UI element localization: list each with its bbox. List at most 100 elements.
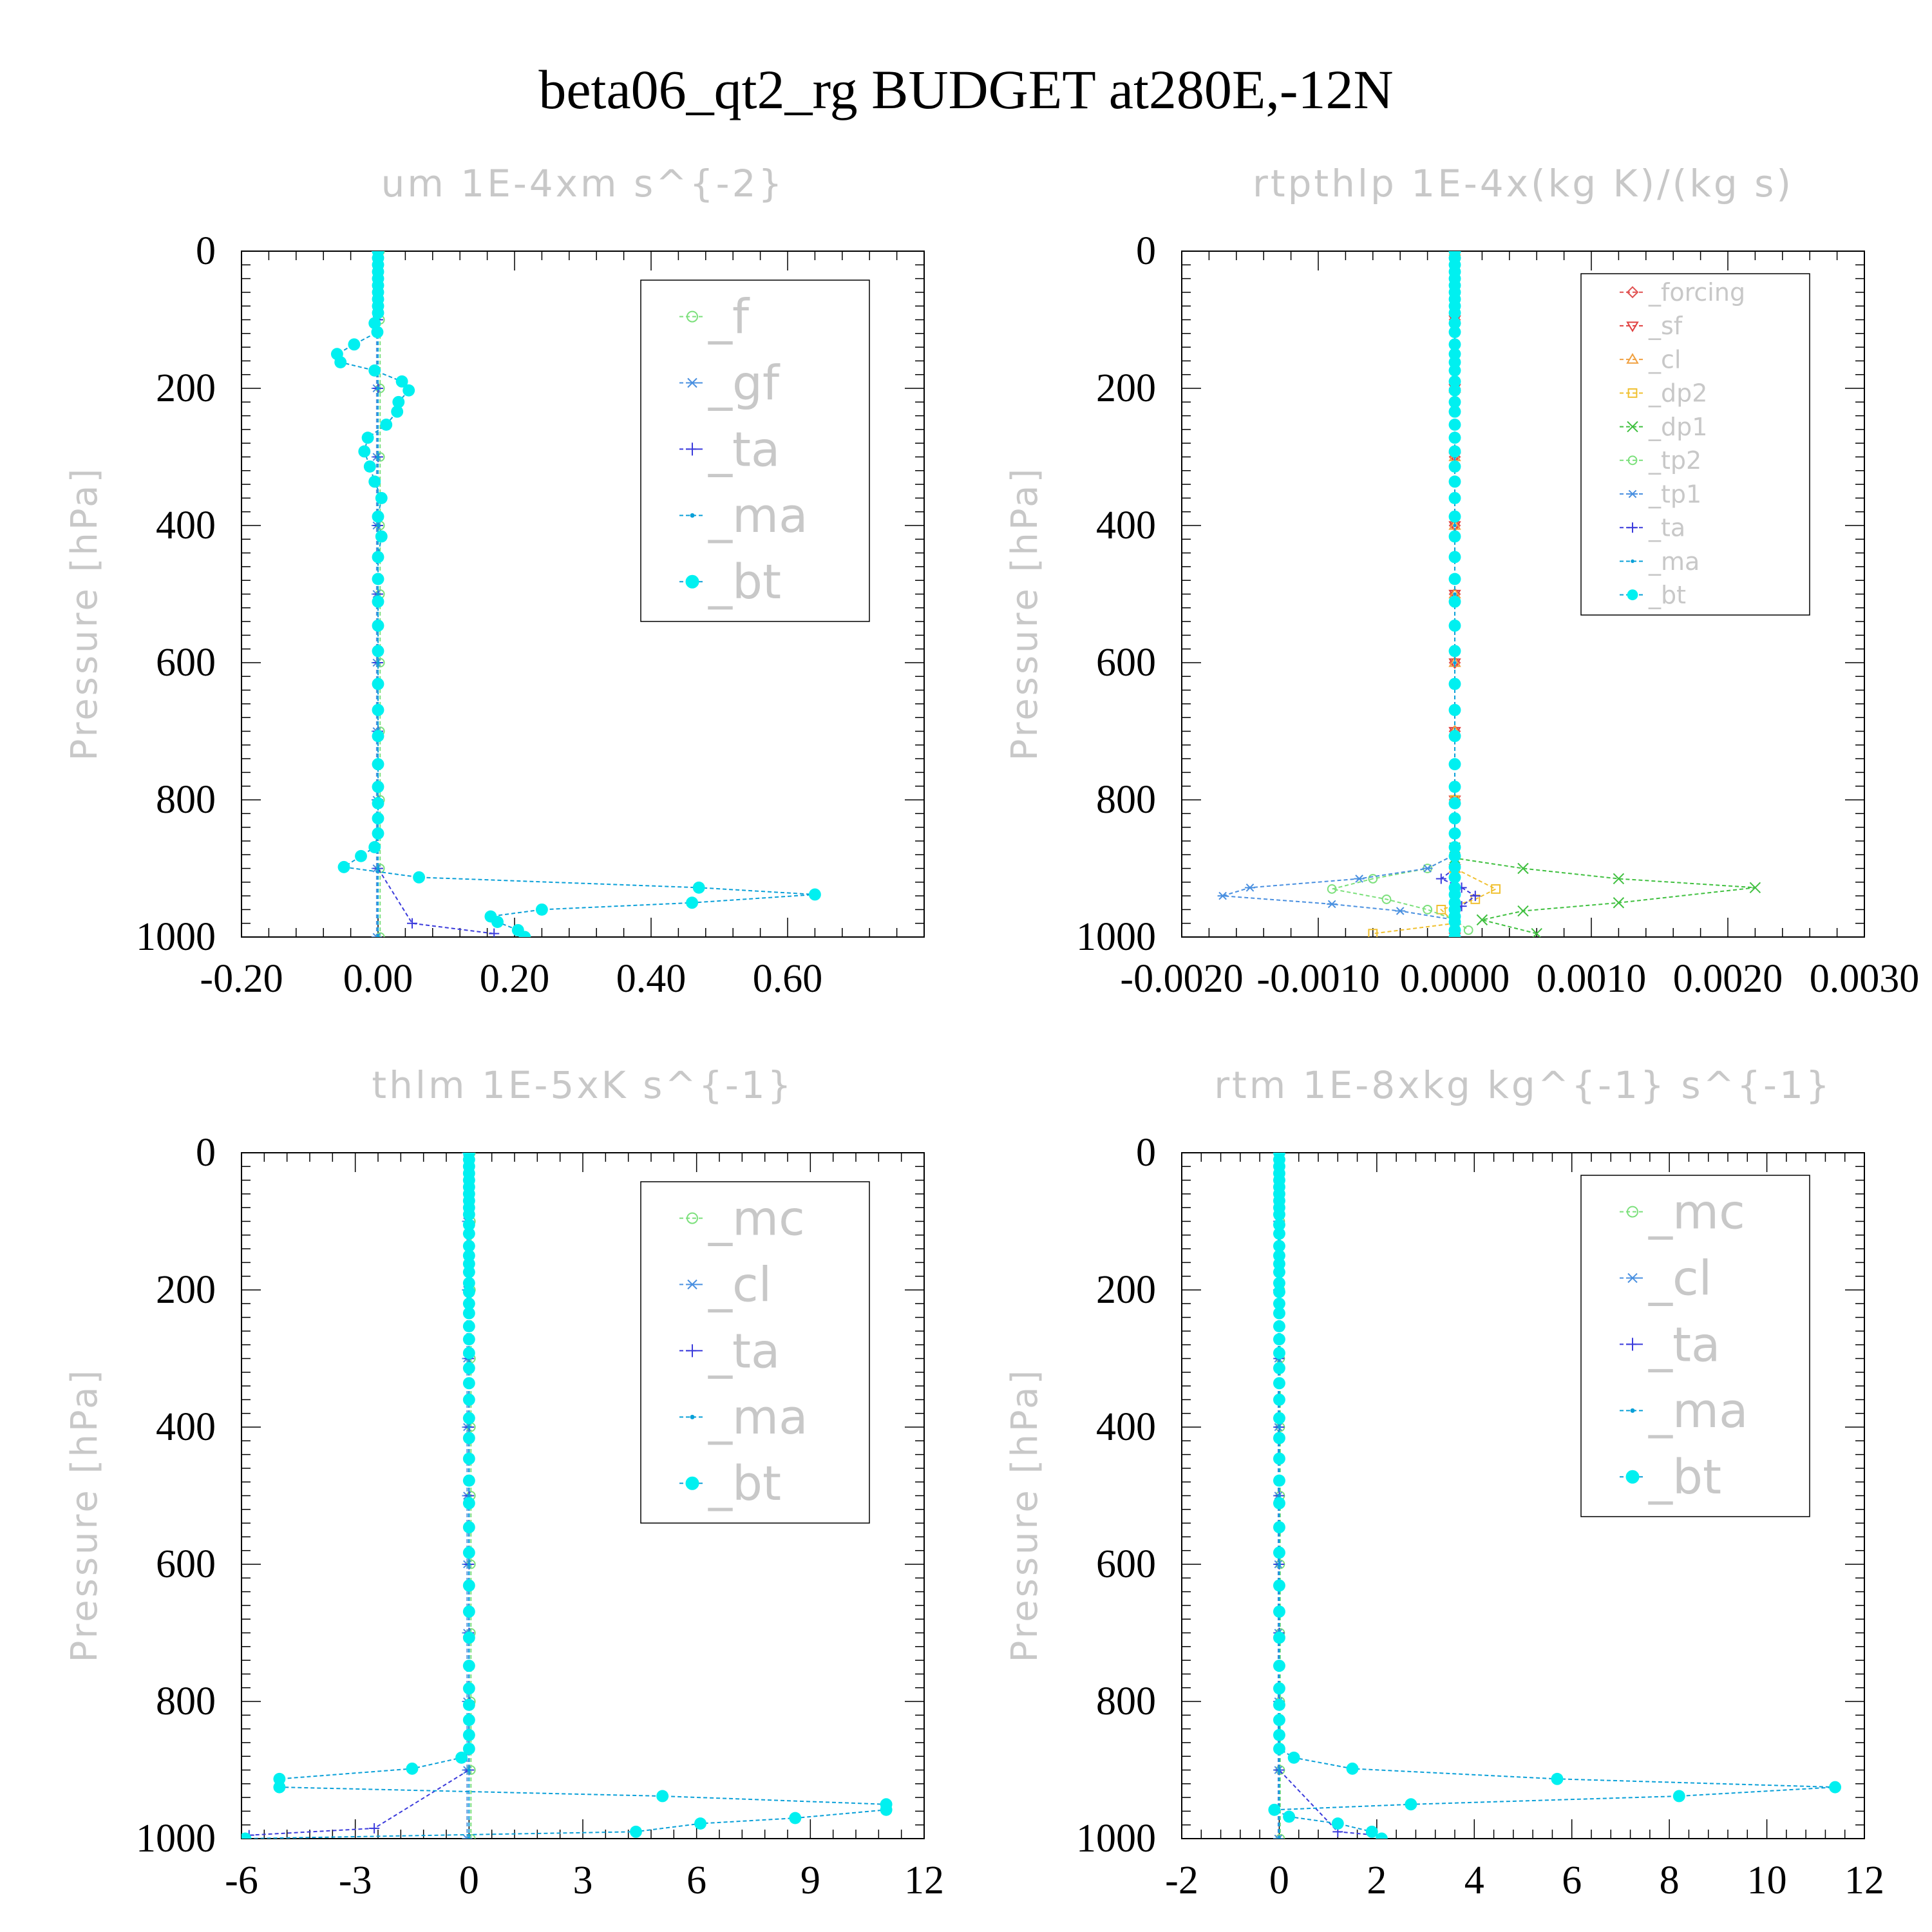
x-tick-label: 6 bbox=[687, 1859, 706, 1902]
data-point bbox=[372, 704, 384, 716]
data-point bbox=[808, 888, 821, 901]
data-point bbox=[462, 1579, 475, 1592]
data-point bbox=[1448, 551, 1461, 564]
data-point bbox=[1448, 758, 1461, 771]
data-point bbox=[1346, 1762, 1359, 1775]
data-point bbox=[462, 1218, 475, 1231]
x-tick-label: 0.40 bbox=[616, 957, 687, 1001]
data-point bbox=[1277, 1768, 1282, 1772]
data-point bbox=[1448, 645, 1461, 658]
data-point bbox=[1275, 1833, 1285, 1839]
data-point bbox=[1448, 781, 1461, 793]
data-point bbox=[1273, 1320, 1285, 1332]
data-point bbox=[402, 384, 415, 397]
y-tick-label: 600 bbox=[156, 641, 216, 685]
data-point bbox=[1273, 1208, 1285, 1221]
data-point bbox=[376, 935, 380, 937]
series-group bbox=[242, 1153, 893, 1839]
data-point bbox=[363, 460, 376, 473]
legend-label: _gf bbox=[708, 355, 781, 411]
data-point bbox=[1273, 1698, 1285, 1711]
data-point bbox=[1273, 1474, 1285, 1487]
series-group bbox=[1268, 1153, 1842, 1839]
y-tick-label: 800 bbox=[156, 1680, 216, 1723]
data-point bbox=[1749, 882, 1761, 894]
data-point bbox=[1273, 1393, 1285, 1406]
data-point bbox=[1448, 589, 1461, 601]
y-ticks: 0 200 400 600 800 1000 bbox=[1076, 1131, 1864, 1861]
legend-label: _dp2 bbox=[1648, 379, 1707, 408]
y-tick-label: 800 bbox=[1096, 778, 1156, 822]
y-tick-label: 1000 bbox=[1076, 1817, 1156, 1861]
legend-label: _ma bbox=[1648, 1383, 1748, 1439]
data-point bbox=[1273, 1218, 1285, 1231]
data-point bbox=[376, 455, 380, 459]
data-point bbox=[694, 1817, 707, 1830]
data-point bbox=[361, 431, 374, 444]
data-point bbox=[467, 1768, 471, 1772]
data-point bbox=[462, 1521, 475, 1533]
data-point bbox=[1273, 1227, 1285, 1240]
legend-item: _ta bbox=[679, 1323, 780, 1379]
legend-item: _ta bbox=[679, 422, 780, 477]
data-point bbox=[687, 310, 698, 323]
y-tick-label: 200 bbox=[156, 1268, 216, 1312]
data-point bbox=[1448, 841, 1461, 853]
legend-item: _dp1 bbox=[1620, 413, 1707, 441]
data-point bbox=[1448, 307, 1461, 319]
data-point bbox=[355, 849, 367, 862]
data-point bbox=[372, 645, 384, 658]
legend: _f _gf _ta _ma _bt bbox=[640, 279, 870, 622]
x-tick-label: 6 bbox=[1562, 1859, 1582, 1902]
legend-box bbox=[1580, 1175, 1810, 1517]
data-point bbox=[1273, 1631, 1285, 1644]
data-point bbox=[462, 1208, 475, 1221]
data-point bbox=[1448, 849, 1461, 862]
series-group bbox=[330, 251, 821, 937]
data-point bbox=[1627, 522, 1638, 533]
data-point bbox=[1448, 475, 1461, 488]
data-point bbox=[1630, 1408, 1635, 1413]
legend-label: _ma bbox=[1648, 547, 1700, 576]
legend-item: _mc bbox=[679, 1191, 805, 1247]
legend-label: _ta bbox=[708, 422, 780, 477]
data-point bbox=[1395, 907, 1406, 915]
data-point bbox=[1273, 1452, 1285, 1465]
data-point bbox=[1273, 1240, 1285, 1253]
data-point bbox=[687, 1212, 698, 1224]
x-tick-label: -0.20 bbox=[200, 957, 283, 1001]
data-point bbox=[1365, 1825, 1378, 1838]
x-tick-label: 0.0030 bbox=[1810, 957, 1920, 1001]
data-point bbox=[1354, 875, 1365, 883]
data-point bbox=[1448, 677, 1461, 690]
y-tick-label: 200 bbox=[1096, 366, 1156, 410]
legend: _mc _cl _ta _ma _bt bbox=[640, 1181, 870, 1524]
data-point bbox=[1448, 530, 1461, 543]
y-tick-label: 800 bbox=[1096, 1680, 1156, 1723]
data-point bbox=[368, 841, 381, 853]
legend-item: _bt bbox=[679, 1456, 781, 1511]
data-point bbox=[380, 418, 393, 431]
data-point bbox=[462, 1227, 475, 1240]
data-point bbox=[686, 442, 699, 456]
legend-item: _mc bbox=[1620, 1185, 1745, 1240]
data-point bbox=[372, 797, 384, 810]
panel-title: thlm 1E-5xK s^{-1} bbox=[372, 1063, 793, 1107]
data-point bbox=[1273, 1347, 1285, 1359]
data-point bbox=[1273, 1297, 1285, 1310]
legend-item: _cl bbox=[679, 1257, 772, 1312]
y-tick-label: 0 bbox=[196, 229, 216, 273]
data-point bbox=[462, 1743, 475, 1755]
legend-label: _cl bbox=[1648, 1251, 1712, 1306]
data-point bbox=[462, 1240, 475, 1253]
legend-box bbox=[1580, 273, 1810, 616]
data-point bbox=[348, 338, 361, 351]
x-tick-label: 12 bbox=[904, 1859, 944, 1902]
data-point bbox=[1448, 364, 1461, 377]
data-point bbox=[462, 1474, 475, 1487]
legend-item: _tp1 bbox=[1620, 480, 1701, 508]
data-point bbox=[1453, 661, 1457, 665]
x-ticks: -6 -3 0 3 6 9 12 bbox=[225, 1153, 944, 1902]
data-point bbox=[375, 530, 388, 543]
y-tick-label: 0 bbox=[196, 1131, 216, 1175]
